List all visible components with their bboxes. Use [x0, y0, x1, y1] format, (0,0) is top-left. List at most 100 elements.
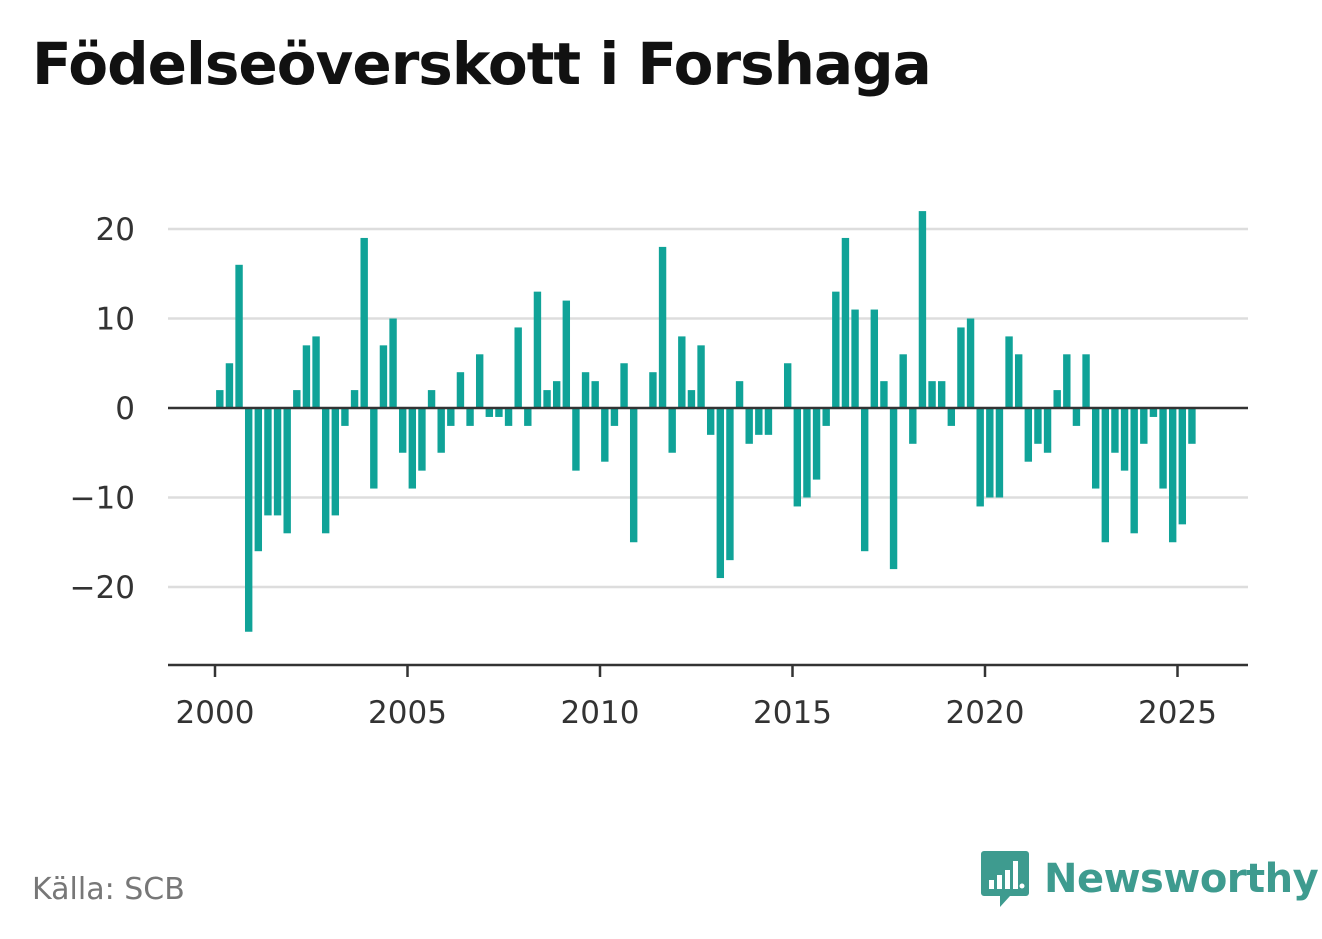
bar: [341, 408, 349, 426]
bar: [716, 408, 725, 579]
bar: [822, 408, 830, 426]
bar: [678, 336, 686, 408]
bar: [937, 381, 946, 408]
bar: [1188, 408, 1196, 444]
bar: [370, 408, 378, 489]
bar-chart-speech-bubble-icon: [981, 851, 1029, 907]
bars: [216, 211, 1196, 632]
x-tick-label: 2000: [176, 695, 255, 731]
bar: [1091, 408, 1100, 489]
bar: [1159, 408, 1167, 489]
bar: [735, 381, 744, 408]
bar: [620, 363, 628, 408]
bar: [1024, 408, 1033, 462]
y-tick-label: −20: [70, 570, 135, 606]
source-note: Källa: SCB: [32, 872, 185, 907]
bar: [726, 408, 734, 561]
bar: [572, 408, 580, 471]
x-tick-label: 2020: [946, 695, 1025, 731]
bar: [687, 390, 696, 408]
bar: [918, 211, 927, 408]
bar: [321, 408, 330, 534]
bar: [745, 408, 753, 444]
bar: [986, 408, 994, 498]
x-tick-label: 2015: [753, 695, 832, 731]
bar: [408, 408, 417, 489]
bar: [1178, 408, 1187, 525]
bar: [485, 408, 494, 417]
bar: [812, 408, 821, 480]
bar: [601, 408, 609, 462]
bar: [591, 381, 599, 408]
bar: [610, 408, 619, 426]
brand: Newsworthy: [980, 849, 1319, 909]
bar: [331, 408, 340, 516]
brand-name: Newsworthy: [1044, 856, 1319, 902]
bar: [1014, 354, 1023, 408]
bar: [389, 318, 397, 408]
bar: [475, 354, 484, 408]
bar: [764, 408, 773, 435]
bar: [649, 372, 657, 408]
bar: [427, 390, 436, 408]
bar: [293, 390, 301, 408]
bar: [225, 363, 234, 408]
bar: [658, 246, 667, 408]
bar: [398, 408, 407, 453]
bar: [1053, 390, 1061, 408]
bar: [312, 336, 320, 408]
x-tick-label: 2005: [368, 695, 447, 731]
bar: [543, 390, 551, 408]
y-tick-label: 20: [96, 212, 135, 248]
bar: [841, 237, 850, 408]
axes: [168, 406, 1248, 677]
bar: [418, 408, 426, 471]
bar: [629, 408, 638, 543]
bar: [899, 354, 907, 408]
bar: [524, 408, 532, 426]
chart-title: Födelseöverskott i Forshaga: [32, 30, 932, 98]
bar: [1005, 336, 1013, 408]
bar: [793, 408, 802, 507]
bar: [880, 381, 888, 408]
bar: [254, 408, 263, 552]
bar: [1120, 408, 1129, 471]
bar: [1130, 408, 1138, 534]
y-tick-label: 0: [115, 391, 135, 427]
gridlines: [168, 227, 1248, 589]
bar: [447, 408, 455, 426]
bar: [216, 390, 224, 408]
bar: [1140, 408, 1148, 444]
bar: [1101, 408, 1110, 543]
bar: [350, 390, 359, 408]
bar: [755, 408, 763, 435]
bar: [995, 408, 1004, 498]
bar: [947, 408, 956, 426]
bar: [966, 318, 975, 408]
bar: [832, 291, 840, 408]
bar: [909, 408, 917, 444]
bar: [514, 327, 522, 408]
bar: [889, 408, 898, 570]
y-tick-label: 10: [96, 302, 135, 338]
bar: [1063, 354, 1071, 408]
bar: [860, 408, 869, 552]
bar: [870, 309, 879, 408]
bar: [379, 345, 388, 408]
y-tick-label: −10: [70, 481, 135, 517]
bar: [581, 372, 590, 408]
bar: [273, 408, 282, 516]
bar: [851, 309, 859, 408]
bar: [302, 345, 311, 408]
bar: [697, 345, 705, 408]
x-tick-label: 2025: [1138, 695, 1217, 731]
bar: [437, 408, 445, 453]
bar: [1034, 408, 1042, 444]
bar: [1149, 408, 1158, 417]
bar: [928, 381, 936, 408]
bar: [283, 408, 291, 534]
bar: [552, 381, 561, 408]
bar: [803, 408, 811, 498]
